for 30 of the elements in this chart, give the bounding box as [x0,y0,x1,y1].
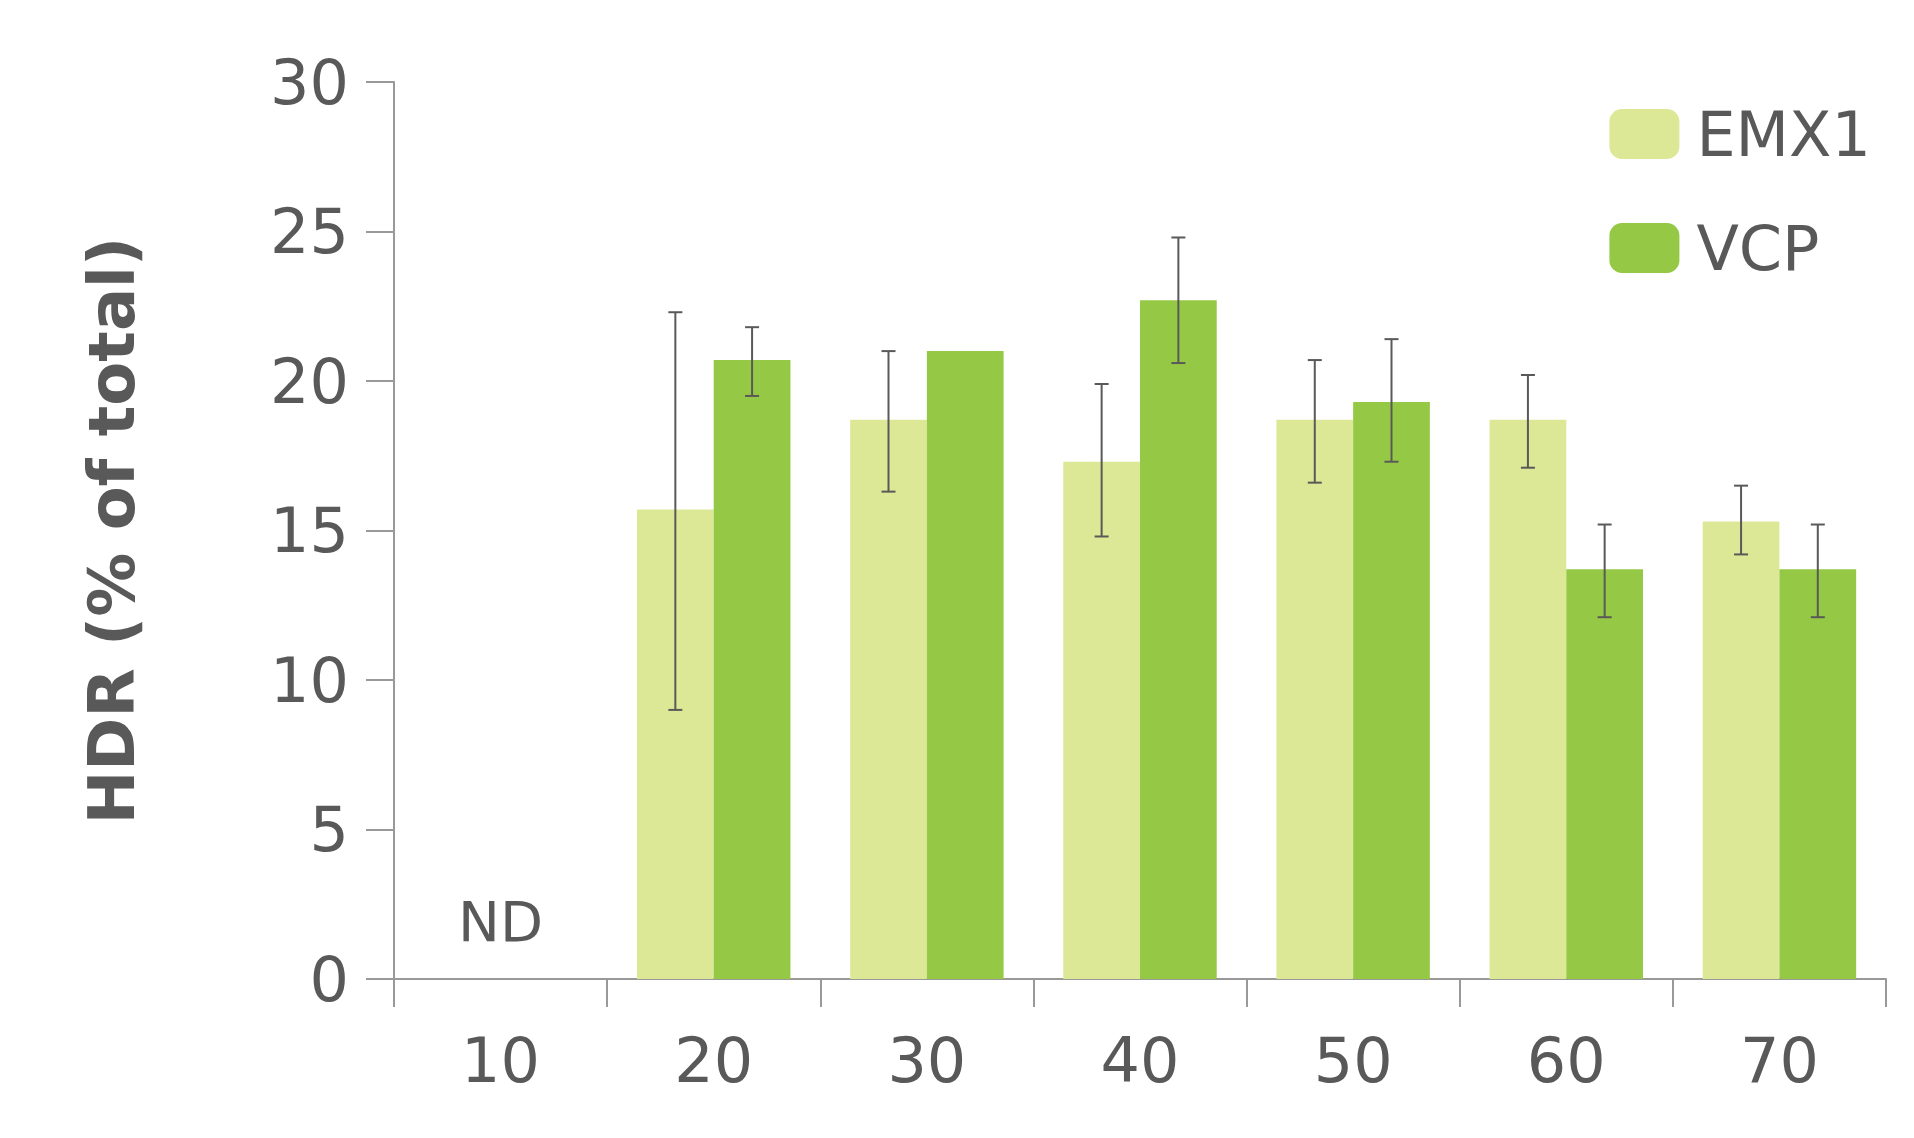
legend-label: EMX1 [1696,97,1872,171]
x-tick-label: 50 [1313,1023,1393,1097]
y-tick-label: 0 [309,942,349,1016]
bar [1489,419,1567,979]
bar [713,360,791,979]
x-tick-label: 70 [1739,1023,1819,1097]
x-tick-label: 30 [887,1023,967,1097]
x-tick-label: 10 [461,1023,541,1097]
annotation: ND [458,888,544,954]
x-tick-label: 20 [674,1023,754,1097]
bar [1702,521,1780,979]
bar [1566,569,1644,979]
y-tick-label: 15 [270,494,349,567]
bar [1353,401,1430,979]
bar [1276,419,1354,979]
bar [1063,461,1140,979]
bar [636,509,714,979]
y-tick-label: 5 [309,793,349,866]
legend-label: VCP [1696,211,1820,285]
y-tick-label: 30 [270,45,349,119]
bar [850,419,927,979]
y-axis-title: HDR (% of total) [75,236,149,825]
bar [1140,300,1217,979]
x-tick-label: 40 [1100,1023,1180,1097]
y-tick-label: 20 [270,344,349,418]
x-tick-label: 60 [1526,1023,1606,1097]
bar [1779,569,1857,979]
y-tick-label: 10 [270,643,349,717]
y-tick-label: 25 [270,195,349,268]
bar [926,351,1004,979]
